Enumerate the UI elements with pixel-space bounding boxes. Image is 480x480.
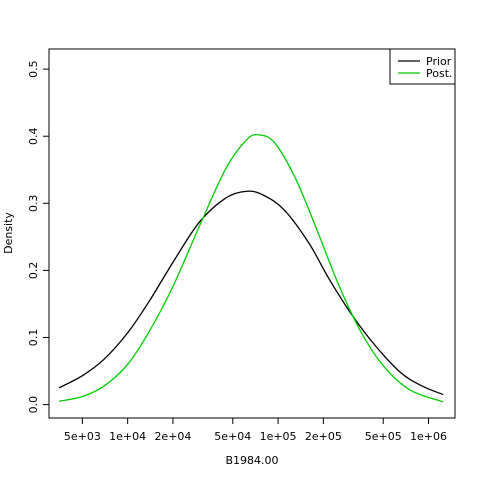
y-axis-title: Density xyxy=(2,212,15,254)
y-tick-label: 0.4 xyxy=(27,127,40,145)
x-tick-label: 5e+04 xyxy=(214,430,251,443)
legend-box xyxy=(389,48,456,85)
x-axis-title: B1984.00 xyxy=(225,454,278,467)
y-tick-label: 0.5 xyxy=(27,60,40,78)
series-line-post xyxy=(58,133,444,403)
plot-frame xyxy=(48,48,456,419)
y-tick-label: 0.0 xyxy=(27,396,40,414)
series-line-prior xyxy=(58,190,444,396)
x-tick-label: 1e+04 xyxy=(109,430,146,443)
legend-label-prior: Prior xyxy=(426,55,452,68)
y-tick-label: 0.2 xyxy=(27,262,40,280)
x-tick-label: 2e+04 xyxy=(154,430,191,443)
legend-label-post: Post. xyxy=(426,67,453,80)
y-tick-label: 0.3 xyxy=(27,195,40,213)
x-tick-label: 5e+03 xyxy=(64,430,101,443)
x-tick-label: 1e+05 xyxy=(260,430,297,443)
x-tick-label: 2e+05 xyxy=(305,430,342,443)
series-layer xyxy=(58,133,444,403)
x-tick-label: 5e+05 xyxy=(365,430,402,443)
y-tick-label: 0.1 xyxy=(27,329,40,347)
x-tick-label: 1e+06 xyxy=(410,430,447,443)
